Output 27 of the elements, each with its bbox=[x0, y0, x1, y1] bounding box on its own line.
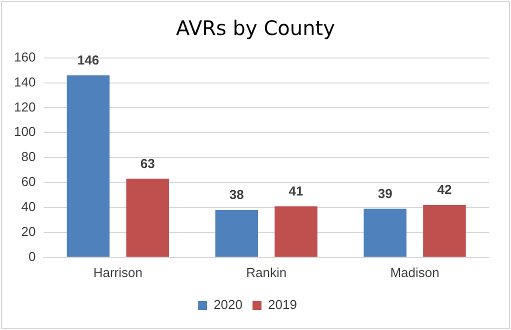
y-tick-label: 100 bbox=[14, 124, 36, 140]
y-tick-label: 80 bbox=[21, 149, 36, 164]
y-tick-label: 160 bbox=[14, 49, 36, 64]
bar bbox=[66, 75, 110, 257]
legend-label: 2019 bbox=[268, 297, 297, 312]
bar bbox=[126, 178, 169, 257]
bar bbox=[364, 208, 406, 257]
y-tick-label: 20 bbox=[21, 224, 36, 240]
y-tick-label: 40 bbox=[21, 199, 36, 214]
x-tick-label: Rankin bbox=[246, 264, 287, 280]
legend-label: 2020 bbox=[214, 297, 242, 312]
chart-title: AVRs by County bbox=[175, 16, 336, 40]
data-label: 42 bbox=[437, 182, 452, 198]
data-label: 41 bbox=[288, 183, 304, 198]
y-tick-label: 120 bbox=[14, 99, 36, 114]
y-tick-label: 140 bbox=[14, 74, 36, 90]
data-label: 63 bbox=[140, 156, 155, 171]
bar bbox=[274, 206, 318, 257]
x-tick-label: Madison bbox=[390, 264, 440, 280]
data-label: 38 bbox=[229, 187, 244, 202]
x-tick-label: Harrison bbox=[93, 264, 142, 280]
y-tick-label: 60 bbox=[21, 174, 36, 190]
y-tick-label: 0 bbox=[28, 248, 36, 264]
bar bbox=[423, 205, 466, 257]
bar bbox=[215, 210, 258, 257]
data-label: 146 bbox=[77, 52, 100, 68]
data-label: 39 bbox=[378, 186, 392, 201]
